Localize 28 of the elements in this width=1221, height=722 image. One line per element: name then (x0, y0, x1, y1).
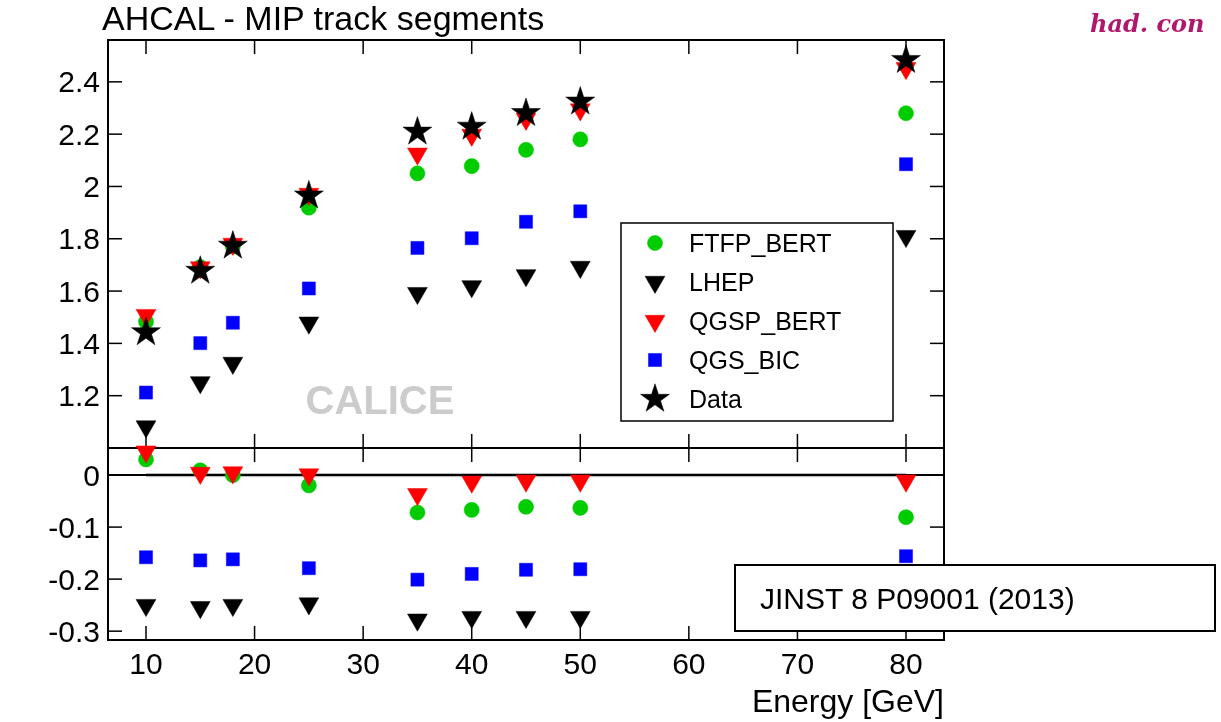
y-tick-label: 1.8 (58, 222, 100, 256)
x-tick-label: 80 (889, 647, 923, 680)
x-tick-label: 30 (346, 647, 380, 680)
chart-title: AHCAL - MIP track segments (102, 0, 545, 37)
x-axis-title: Energy [GeV] (751, 683, 944, 719)
y-tick-label: -0.1 (48, 510, 100, 544)
legend-label: FTFP_BERT (689, 228, 832, 257)
y-tick-label: 1.2 (58, 379, 100, 413)
legend-label: QGS_BIC (689, 345, 801, 374)
y-tick-label: 2.2 (58, 117, 100, 151)
x-tick-label: 70 (780, 647, 815, 680)
legend-label: Data (689, 384, 742, 413)
y-tick-label: 2 (83, 169, 100, 203)
x-tick-label: 50 (563, 647, 597, 680)
y-tick-label: 1.6 (58, 274, 100, 308)
text: had. con (1090, 9, 1205, 38)
y-tick-label: 2.4 (58, 65, 100, 99)
y-tick-label: -0.3 (48, 614, 100, 648)
y-tick-label: 0 (83, 458, 100, 492)
x-tick-label: 20 (237, 647, 272, 680)
legend-label: LHEP (689, 267, 755, 296)
x-tick-label: 40 (455, 647, 489, 680)
legend-label: QGSP_BERT (689, 306, 842, 335)
x-tick-label: 10 (129, 647, 163, 680)
annotation: JINST 8 P09001 (2013) (760, 581, 1075, 615)
y-tick-label: -0.2 (48, 562, 100, 596)
x-tick-label: 60 (672, 647, 706, 680)
y-tick-label: 1.4 (58, 326, 100, 360)
